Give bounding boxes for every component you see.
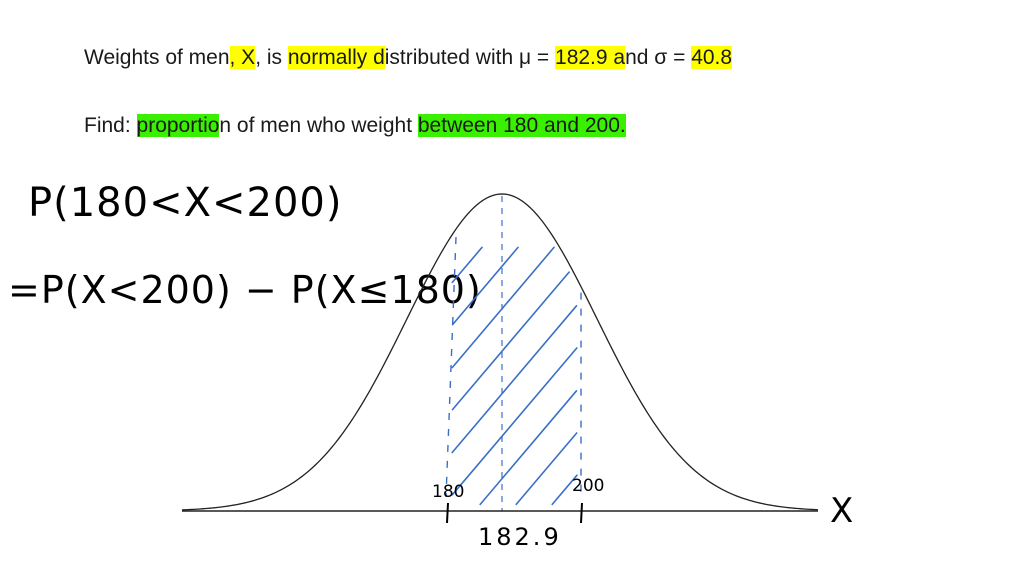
hatch-line [451, 304, 578, 454]
shaded-region [451, 246, 578, 506]
line1-segment: 40.8 [691, 46, 733, 69]
hatch-line [515, 432, 578, 506]
label-mean: 182.9 [478, 523, 562, 551]
line1-segment: nd σ = [625, 46, 692, 69]
hatch-line [451, 246, 555, 369]
handwritten-difference-expression: =P(X<200) − P(X≤180) [8, 268, 482, 312]
line1-segment: 182.9 a [555, 46, 626, 69]
hatch-line [479, 389, 578, 506]
line2-segment: Find: [84, 114, 137, 137]
hatch-line [451, 271, 570, 411]
axis-label-x: X [830, 491, 853, 531]
lower-bound-dashed-line [445, 237, 457, 498]
problem-statement: Weights of men, X, is normally distribut… [84, 46, 733, 70]
line2-segment: between 180 and 200. [417, 114, 626, 137]
hatch-line [451, 246, 483, 284]
label-180: 180 [432, 482, 464, 502]
line1-segment: , is [255, 46, 288, 69]
problem-question: Find: proportion of men who weight betwe… [84, 114, 626, 138]
label-200: 200 [572, 476, 604, 496]
line2-segment: proportio [136, 114, 220, 137]
normal-curve [181, 193, 819, 511]
hatch-line [451, 246, 519, 326]
hatch-line [551, 474, 578, 506]
line1-segment: , X [229, 46, 256, 69]
tick-lower [446, 502, 449, 524]
handwritten-probability-expression: P(180<X<200) [28, 180, 343, 226]
line1-segment: Weights of men [84, 46, 230, 69]
line2-segment: n of men who weight [219, 114, 418, 137]
tick-upper [580, 502, 583, 524]
line1-segment: istributed with μ = [384, 46, 556, 69]
hatch-line [451, 347, 578, 496]
line1-segment: normally d [287, 46, 385, 69]
